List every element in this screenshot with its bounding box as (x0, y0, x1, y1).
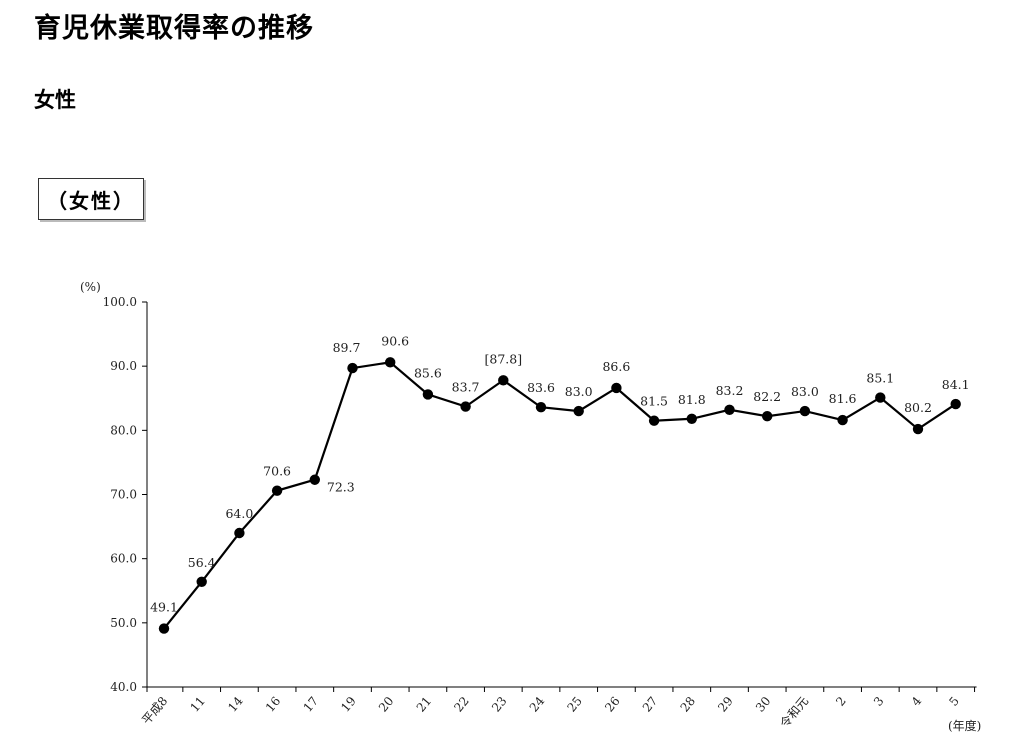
x-tick-label: 26 (602, 694, 623, 715)
data-label: 85.6 (414, 365, 442, 380)
data-point (648, 415, 660, 426)
x-tick-label: 16 (263, 694, 284, 715)
y-axis-unit: (%) (80, 280, 101, 294)
data-label: 84.1 (942, 377, 970, 392)
data-label: 83.2 (716, 383, 744, 398)
data-label: 81.8 (678, 392, 706, 407)
x-tick-label: 3 (871, 694, 887, 709)
data-point (611, 382, 622, 394)
data-point (799, 405, 811, 417)
x-tick-label: 2 (833, 694, 849, 709)
x-tick-label: 14 (225, 694, 246, 715)
data-point (498, 375, 509, 386)
x-tick-label: 11 (187, 694, 208, 715)
y-tick-label: 40.0 (110, 680, 137, 694)
page-title: 育児休業取得率の推移 (34, 13, 314, 44)
x-tick-label: 23 (489, 694, 510, 715)
data-point (309, 474, 320, 485)
data-point (912, 423, 924, 435)
x-tick-label: 24 (527, 694, 548, 715)
data-point (950, 398, 961, 410)
x-tick-label: 平成8 (139, 694, 170, 727)
x-tick-label: 29 (715, 694, 736, 715)
x-tick-label: 4 (909, 694, 925, 709)
data-point (724, 404, 735, 415)
data-point (234, 527, 245, 539)
x-tick-label: 22 (451, 694, 472, 715)
data-point (385, 357, 396, 368)
data-label: 70.6 (263, 464, 291, 479)
series-line (163, 361, 957, 630)
data-label: 85.1 (866, 371, 894, 386)
data-point (686, 413, 697, 424)
y-tick-label: 50.0 (110, 616, 137, 630)
x-tick-label: 5 (946, 694, 962, 709)
data-point (875, 392, 886, 403)
data-label: 49.1 (150, 600, 178, 615)
y-tick-label: 70.0 (110, 488, 137, 502)
data-point (347, 362, 358, 374)
data-point (422, 389, 434, 400)
data-point (271, 485, 283, 496)
y-tick-label: 60.0 (110, 552, 137, 566)
data-point (573, 405, 584, 417)
x-tick-label: 28 (678, 694, 699, 715)
y-tick-label: 100.0 (103, 295, 137, 309)
x-tick-label: 21 (414, 694, 435, 715)
data-label: 83.0 (791, 384, 819, 399)
x-tick-label: 27 (640, 694, 661, 715)
y-tick-label: 90.0 (110, 359, 137, 373)
data-point (535, 402, 547, 413)
x-tick-label: 令和元 (777, 693, 812, 730)
x-tick-label: 17 (301, 694, 322, 715)
data-label: 64.0 (225, 506, 253, 521)
section-label: 女性 (34, 88, 76, 112)
data-label: 56.4 (188, 555, 216, 570)
x-tick-label: 30 (753, 694, 774, 715)
data-label: 83.7 (452, 380, 480, 395)
data-label: 89.7 (333, 340, 361, 355)
data-point (158, 623, 170, 634)
data-point (837, 414, 848, 426)
data-label: 83.0 (565, 384, 593, 399)
x-tick-label: 25 (564, 694, 585, 715)
data-point (762, 411, 773, 422)
data-label: 81.6 (829, 391, 857, 406)
data-label: [87.8] (485, 351, 523, 366)
data-label: 80.2 (904, 400, 932, 415)
y-tick-label: 80.0 (110, 423, 137, 437)
x-tick-label: 20 (376, 694, 397, 715)
x-tick-label: 19 (338, 694, 359, 715)
data-label: 90.6 (381, 333, 409, 348)
data-label: 72.3 (327, 480, 355, 495)
data-label: 86.6 (602, 359, 630, 374)
data-label: 82.2 (753, 389, 781, 404)
data-point (460, 401, 471, 412)
x-axis-unit: (年度) (948, 718, 981, 733)
data-point (196, 576, 207, 587)
chart-boxed-label: （女性） (38, 178, 144, 220)
data-label: 83.6 (527, 380, 555, 395)
data-label: 81.5 (640, 394, 668, 409)
